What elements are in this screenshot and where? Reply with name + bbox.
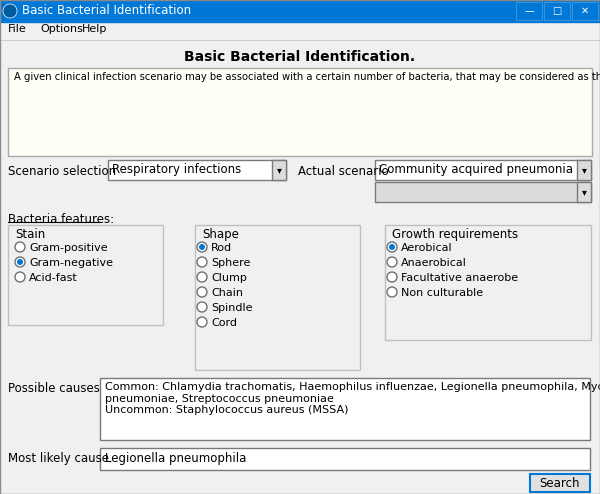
Text: —: — xyxy=(524,6,534,16)
Circle shape xyxy=(197,272,207,282)
Text: Sphere: Sphere xyxy=(211,258,250,268)
Circle shape xyxy=(387,287,397,297)
Text: ▾: ▾ xyxy=(581,165,586,175)
Text: Facultative anaerobe: Facultative anaerobe xyxy=(401,273,518,283)
FancyBboxPatch shape xyxy=(577,182,591,202)
Text: Acid-fast: Acid-fast xyxy=(29,273,78,283)
FancyBboxPatch shape xyxy=(530,474,590,492)
Text: Rod: Rod xyxy=(211,243,232,253)
Text: Chain: Chain xyxy=(211,288,243,298)
FancyBboxPatch shape xyxy=(8,225,163,325)
Text: Spindle: Spindle xyxy=(211,303,253,313)
Text: ✕: ✕ xyxy=(581,6,589,16)
FancyBboxPatch shape xyxy=(272,160,286,180)
Text: Scenario selection: Scenario selection xyxy=(8,165,116,178)
FancyBboxPatch shape xyxy=(577,160,591,180)
Text: Aerobical: Aerobical xyxy=(401,243,452,253)
FancyBboxPatch shape xyxy=(375,182,591,202)
FancyBboxPatch shape xyxy=(0,40,600,494)
Text: A given clinical infection scenario may be associated with a certain number of b: A given clinical infection scenario may … xyxy=(14,72,600,82)
Text: Shape: Shape xyxy=(202,228,239,241)
Circle shape xyxy=(197,302,207,312)
FancyBboxPatch shape xyxy=(0,0,600,22)
Text: Basic Bacterial Identification: Basic Bacterial Identification xyxy=(22,4,191,17)
Text: Clump: Clump xyxy=(211,273,247,283)
FancyBboxPatch shape xyxy=(375,160,591,180)
Text: Growth requirements: Growth requirements xyxy=(392,228,518,241)
Text: ▾: ▾ xyxy=(581,187,586,197)
Text: Most likely cause: Most likely cause xyxy=(8,452,109,465)
Text: Cord: Cord xyxy=(211,318,237,328)
Text: Gram-positive: Gram-positive xyxy=(29,243,107,253)
Text: Anaerobical: Anaerobical xyxy=(401,258,467,268)
Circle shape xyxy=(197,257,207,267)
Circle shape xyxy=(15,257,25,267)
Text: Community acquired pneumonia: Community acquired pneumonia xyxy=(379,163,573,176)
Circle shape xyxy=(387,242,397,252)
Text: Actual scenario: Actual scenario xyxy=(298,165,389,178)
Circle shape xyxy=(17,259,23,265)
Text: ▾: ▾ xyxy=(277,165,281,175)
Text: Respiratory infections: Respiratory infections xyxy=(112,163,241,176)
Text: Help: Help xyxy=(82,24,107,34)
Text: Search: Search xyxy=(540,477,580,490)
Text: Common: Chlamydia trachomatis, Haemophilus influenzae, Legionella pneumophila, M: Common: Chlamydia trachomatis, Haemophil… xyxy=(105,382,600,415)
Circle shape xyxy=(197,317,207,327)
Text: Basic Bacterial Identification.: Basic Bacterial Identification. xyxy=(184,50,416,64)
FancyBboxPatch shape xyxy=(385,225,591,340)
Text: □: □ xyxy=(553,6,562,16)
Circle shape xyxy=(389,244,395,250)
Text: Gram-negative: Gram-negative xyxy=(29,258,113,268)
Circle shape xyxy=(3,4,17,18)
FancyBboxPatch shape xyxy=(8,68,592,156)
FancyBboxPatch shape xyxy=(100,448,590,470)
Circle shape xyxy=(197,242,207,252)
Circle shape xyxy=(387,272,397,282)
Text: Possible causes: Possible causes xyxy=(8,382,100,395)
Circle shape xyxy=(387,257,397,267)
FancyBboxPatch shape xyxy=(572,2,598,20)
Circle shape xyxy=(197,287,207,297)
FancyBboxPatch shape xyxy=(108,160,286,180)
Circle shape xyxy=(15,242,25,252)
FancyBboxPatch shape xyxy=(0,22,600,40)
FancyBboxPatch shape xyxy=(195,225,360,370)
Text: Options: Options xyxy=(40,24,83,34)
FancyBboxPatch shape xyxy=(100,378,590,440)
Circle shape xyxy=(15,272,25,282)
Text: Non culturable: Non culturable xyxy=(401,288,483,298)
Text: File: File xyxy=(8,24,27,34)
Text: Bacteria features:: Bacteria features: xyxy=(8,213,114,226)
Text: Stain: Stain xyxy=(15,228,45,241)
Text: Legionella pneumophila: Legionella pneumophila xyxy=(105,452,247,465)
FancyBboxPatch shape xyxy=(544,2,570,20)
Circle shape xyxy=(199,244,205,250)
FancyBboxPatch shape xyxy=(516,2,542,20)
